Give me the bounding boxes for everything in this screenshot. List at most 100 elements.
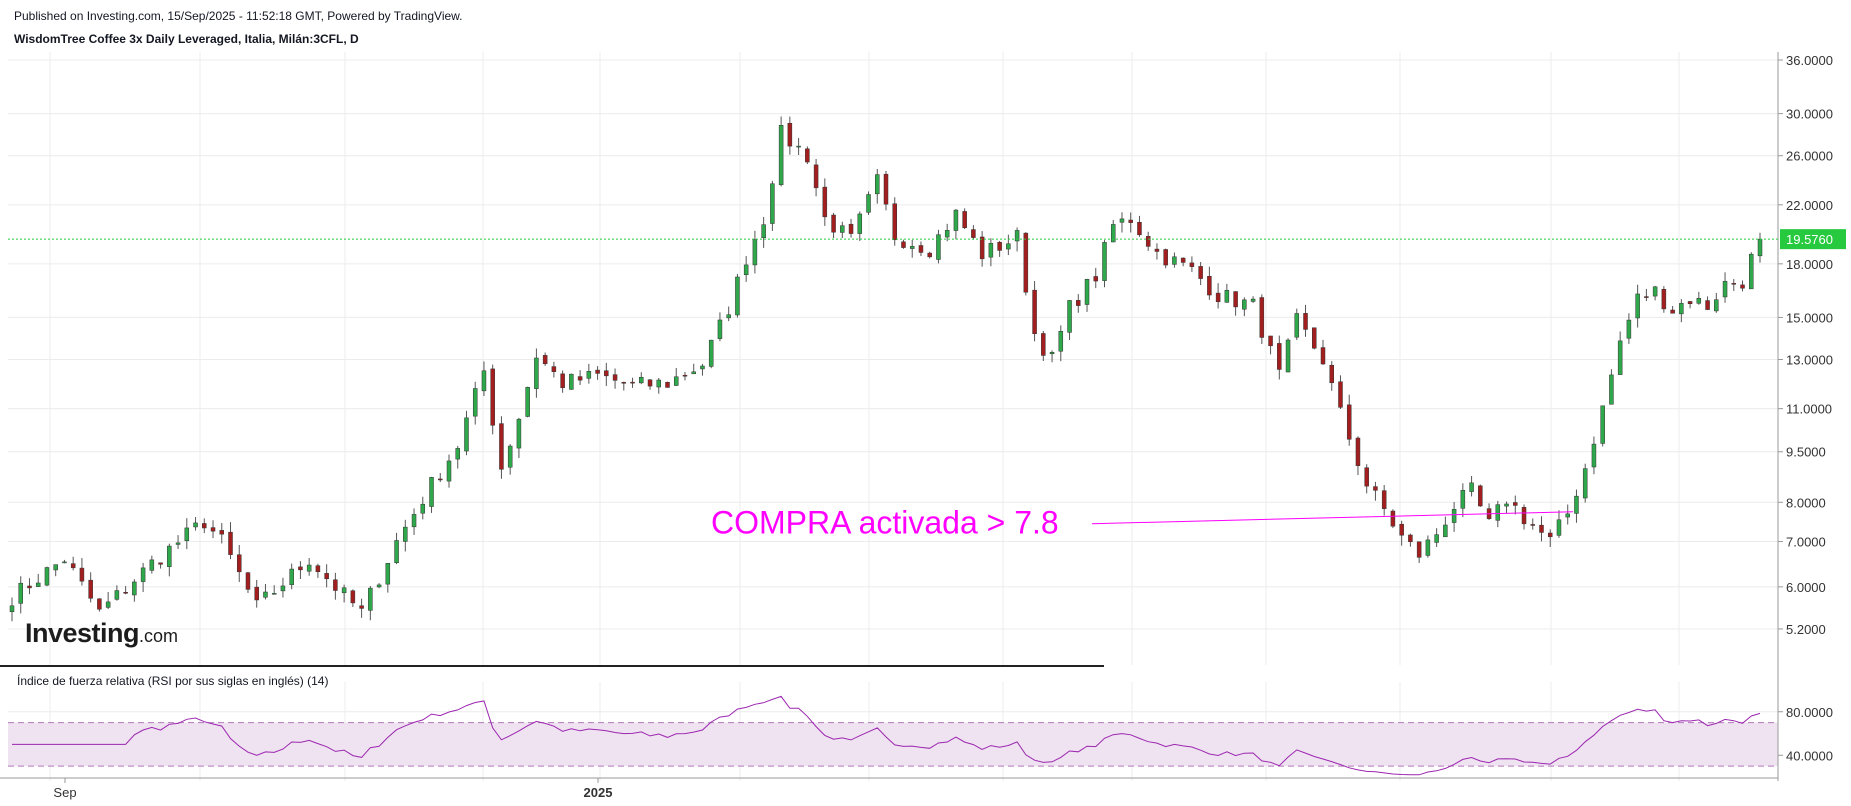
candle-body-140 bbox=[1233, 291, 1238, 308]
candle-body-152 bbox=[1338, 381, 1343, 408]
candle-body-176 bbox=[1547, 532, 1553, 538]
candle-body-9 bbox=[88, 579, 93, 599]
candle-body-22 bbox=[202, 523, 207, 529]
y-tick-label-1: 30.0000 bbox=[1786, 107, 1833, 122]
candle-body-121 bbox=[1067, 300, 1072, 333]
candle-body-118 bbox=[1041, 333, 1046, 356]
y-tick-label-7: 11.0000 bbox=[1786, 402, 1832, 417]
candle-body-196 bbox=[1722, 281, 1728, 298]
candle-body-117 bbox=[1032, 289, 1037, 334]
candle-body-30 bbox=[271, 593, 277, 595]
candle-body-110 bbox=[971, 229, 976, 238]
candle-body-171 bbox=[1504, 503, 1509, 507]
candle-body-34 bbox=[306, 564, 312, 572]
candle-body-165 bbox=[1451, 509, 1457, 523]
candle-body-179 bbox=[1574, 495, 1579, 514]
candle-body-63 bbox=[560, 373, 565, 389]
candle-body-109 bbox=[962, 211, 967, 229]
candle-body-139 bbox=[1224, 290, 1230, 303]
candle-body-42 bbox=[376, 584, 382, 588]
candle-body-90 bbox=[796, 145, 801, 148]
candle-body-198 bbox=[1740, 284, 1745, 289]
candle-body-104 bbox=[918, 245, 924, 253]
y-tick-label-4: 18.0000 bbox=[1786, 257, 1833, 272]
candle-body-101 bbox=[892, 203, 897, 241]
candle-body-80 bbox=[708, 339, 714, 367]
candle-body-25 bbox=[228, 531, 233, 555]
candle-body-102 bbox=[901, 241, 906, 248]
candle-body-39 bbox=[350, 590, 356, 604]
candle-body-135 bbox=[1189, 262, 1195, 267]
candle-body-133 bbox=[1172, 256, 1177, 265]
candle-body-103 bbox=[909, 246, 915, 249]
candle-body-186 bbox=[1635, 293, 1640, 319]
logo-tld: .com bbox=[139, 626, 179, 646]
candle-body-70 bbox=[621, 382, 627, 384]
candle-body-156 bbox=[1373, 486, 1378, 491]
candle-body-58 bbox=[516, 418, 522, 449]
candle-body-142 bbox=[1250, 298, 1256, 302]
candle-body-145 bbox=[1277, 343, 1282, 370]
rsi-fill bbox=[8, 722, 1778, 767]
axes: 36.0000 30.0000 26.0000 22.0000 18.0000 15.00… bbox=[0, 52, 1846, 800]
candle-body-147 bbox=[1294, 313, 1300, 338]
candle-body-193 bbox=[1696, 298, 1702, 304]
candle-body-64 bbox=[569, 373, 574, 390]
candle-body-112 bbox=[988, 243, 994, 258]
candle-body-68 bbox=[604, 370, 609, 377]
candle-body-157 bbox=[1381, 490, 1387, 509]
rsi-band bbox=[8, 722, 1778, 767]
x-tick-label-1: 2025 bbox=[584, 785, 613, 800]
candle-body-15 bbox=[140, 567, 146, 582]
candle-body-32 bbox=[289, 568, 294, 585]
candle-body-154 bbox=[1355, 437, 1361, 466]
candle-body-23 bbox=[210, 527, 216, 532]
candle-body-69 bbox=[612, 374, 618, 381]
investing-logo[interactable]: Investing.com bbox=[25, 618, 178, 649]
candle-body-85 bbox=[752, 239, 758, 266]
candle-body-33 bbox=[298, 566, 303, 571]
candle-body-88 bbox=[778, 125, 784, 186]
candle-body-60 bbox=[534, 357, 539, 389]
candle-body-92 bbox=[813, 164, 819, 189]
candle-body-81 bbox=[717, 319, 723, 339]
candle-body-114 bbox=[1006, 243, 1011, 250]
candle-body-161 bbox=[1416, 541, 1422, 558]
candle-body-189 bbox=[1661, 289, 1667, 310]
candle-body-143 bbox=[1259, 297, 1265, 338]
rsi-pane bbox=[12, 695, 1761, 776]
candle-body-6 bbox=[62, 561, 67, 564]
candle-body-18 bbox=[167, 545, 172, 567]
candle-body-182 bbox=[1600, 405, 1605, 444]
candle-body-41 bbox=[368, 587, 373, 611]
candle-body-10 bbox=[97, 598, 102, 610]
candle-body-77 bbox=[682, 374, 688, 377]
candle-body-199 bbox=[1749, 253, 1754, 290]
candle-body-119 bbox=[1049, 352, 1055, 355]
y-tick-label-0: 36.0000 bbox=[1786, 53, 1833, 68]
candle-body-76 bbox=[673, 376, 679, 386]
candle-body-138 bbox=[1215, 292, 1221, 303]
y-tick-label-8: 9.5000 bbox=[1786, 445, 1826, 460]
candle-body-162 bbox=[1425, 539, 1431, 556]
last-price-label: 19.5760 bbox=[1786, 232, 1833, 247]
annotation-line bbox=[1091, 511, 1574, 525]
candle-body-111 bbox=[979, 236, 985, 260]
candle-body-79 bbox=[700, 365, 705, 370]
candle-body-75 bbox=[665, 381, 670, 388]
candle-body-71 bbox=[630, 381, 635, 384]
candle-body-91 bbox=[805, 148, 810, 163]
candle-body-65 bbox=[577, 376, 583, 381]
candle-body-168 bbox=[1478, 485, 1483, 507]
y-tick-label-10: 7.0000 bbox=[1786, 535, 1826, 550]
candle-body-148 bbox=[1303, 313, 1308, 330]
candle-body-178 bbox=[1565, 513, 1570, 518]
candle-body-141 bbox=[1242, 299, 1247, 310]
candle-body-108 bbox=[953, 209, 959, 231]
candle-body-47 bbox=[420, 503, 426, 514]
candle-body-106 bbox=[936, 234, 941, 260]
candle-body-31 bbox=[280, 585, 286, 592]
y-tick-label-3: 22.0000 bbox=[1786, 198, 1833, 213]
candle-body-61 bbox=[542, 355, 548, 365]
